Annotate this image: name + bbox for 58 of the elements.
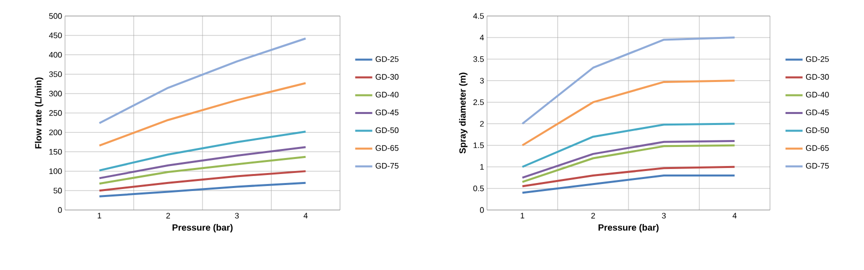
line-series [98, 146, 307, 180]
line-series [98, 38, 307, 124]
line-series [98, 156, 307, 185]
line-series [521, 166, 736, 188]
legend-label: GD-50 [376, 127, 399, 134]
x-tick-label: 1 [520, 212, 524, 218]
y-axis-title: Spray diameter (m) [459, 72, 468, 154]
y-tick-label: 250 [49, 110, 62, 116]
x-axis-title: Pressure (bar) [172, 224, 233, 232]
x-tick-label: 4 [304, 212, 308, 218]
y-tick-label: 100 [49, 168, 62, 174]
y-tick-label: 300 [49, 90, 62, 96]
y-tick-label: 2 [480, 120, 484, 127]
y-tick-label: 150 [49, 148, 62, 155]
y-tick-label: 4.5 [473, 13, 484, 19]
legend-label: GD-45 [806, 110, 829, 116]
legend-label: GD-65 [806, 145, 829, 151]
y-tick-label: 3 [480, 78, 484, 84]
line-series [521, 36, 736, 125]
line-series [98, 82, 307, 147]
y-tick-label: 350 [49, 71, 62, 78]
x-tick-label: 3 [662, 212, 666, 219]
legend-label: GD-25 [806, 56, 829, 62]
y-tick-label: 200 [49, 130, 62, 136]
line-series [521, 80, 736, 146]
y-tick-label: 50 [54, 188, 62, 194]
y-axis-title: Flow rate (L/min) [34, 77, 44, 148]
x-tick-label: 2 [166, 212, 170, 218]
legend-label: GD-30 [806, 74, 829, 80]
y-tick-label: 400 [48, 52, 62, 58]
legend-label: GD-75 [376, 162, 398, 169]
x-tick-label: 1 [98, 212, 102, 218]
y-tick-label: 0.5 [473, 186, 484, 192]
x-tick-label: 4 [732, 212, 737, 218]
y-tick-label: 1.5 [474, 142, 484, 148]
legend-label: GD-40 [806, 92, 829, 98]
y-tick-label: 0 [480, 207, 484, 213]
legend-label: GD-40 [376, 92, 399, 98]
y-tick-label: 0 [58, 207, 62, 213]
x-tick-label: 3 [234, 212, 239, 219]
y-tick-label: 2.5 [473, 99, 484, 106]
x-axis-title: Pressure (bar) [598, 224, 659, 232]
legend-label: GD-30 [376, 74, 399, 80]
y-tick-label: 4 [480, 34, 484, 40]
line-series [98, 130, 307, 172]
legend-label: GD-45 [376, 110, 398, 116]
y-tick-label: 450 [48, 32, 62, 38]
legend-label: GD-65 [376, 145, 398, 151]
legend-label: GD-50 [806, 127, 829, 134]
y-tick-label: 1 [480, 164, 484, 170]
x-tick-label: 2 [591, 212, 595, 218]
legend-label: GD-75 [806, 162, 829, 169]
y-tick-label: 500 [49, 13, 62, 19]
line-series [521, 122, 736, 168]
legend-label: GD-25 [376, 56, 398, 62]
y-tick-label: 3.5 [473, 56, 484, 62]
line-series [98, 170, 307, 192]
line-series [98, 182, 307, 198]
